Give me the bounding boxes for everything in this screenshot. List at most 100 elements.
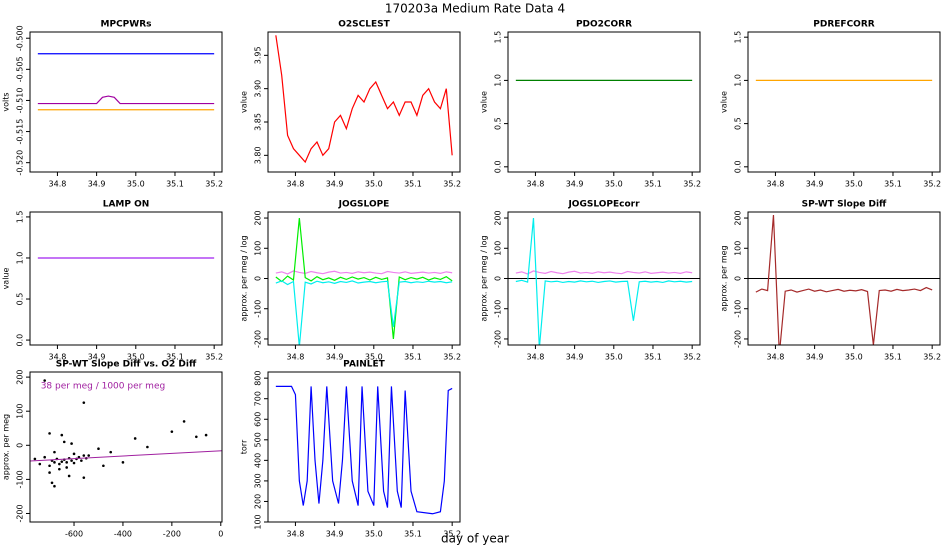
panel-title: SP-WT Slope Diff vs. O2 Diff: [56, 360, 197, 370]
y-tick-label: 0.0: [16, 334, 25, 347]
annotation: 38 per meg / 1000 per meg: [41, 382, 166, 392]
x-tick-label: 34.8: [527, 180, 545, 189]
series-line: [755, 214, 933, 345]
panel: O2SCLEST value 34.8 34.9 35.0 35.1 35.2 3.80 3.8…: [240, 20, 462, 189]
scatter-point: [48, 464, 51, 468]
y-tick-label: 100: [494, 241, 503, 256]
plot-frame: [29, 371, 223, 523]
panel-title: LAMP ON: [103, 200, 150, 210]
y-tick-label: 3.80: [254, 146, 263, 164]
y-tick-label: 3.85: [254, 113, 263, 131]
x-tick-label: 34.9: [326, 180, 344, 189]
x-tick-label: 34.8: [287, 180, 305, 189]
x-tick-label: -600: [65, 530, 83, 539]
scatter-point: [38, 462, 42, 466]
y-tick-label: 1.5: [734, 31, 743, 44]
scatter-point: [53, 450, 56, 454]
scatter-point: [80, 459, 83, 462]
panel: SP-WT Slope Diff vs. O2 Diff approx. per …: [2, 360, 224, 539]
panel: SP-WT Slope Diff approx. per meg 34.8 34.9 3…: [720, 200, 942, 362]
x-tick-label: 34.9: [566, 180, 584, 189]
y-tick-label: 100: [254, 514, 263, 529]
y-tick-label: -0.520: [16, 150, 25, 176]
x-tick-label: 34.9: [326, 530, 344, 539]
scatter-point: [82, 476, 86, 479]
x-tick-label: 35.1: [644, 353, 662, 362]
panel-title: PDO2CORR: [576, 20, 632, 30]
y-tick-label: 100: [254, 241, 263, 256]
panel: JOGSLOPEcorr approx. per meg / log 34.8 34.…: [480, 200, 702, 362]
series-line: [275, 217, 453, 340]
scatter-point: [43, 379, 46, 382]
y-tick-label: -200: [254, 330, 263, 348]
y-tick-label: -0.510: [16, 88, 25, 114]
y-tick-label: 3.95: [254, 46, 263, 64]
x-tick-label: -400: [114, 530, 132, 539]
series-line: [275, 385, 453, 515]
x-tick-label: 35.1: [884, 353, 902, 362]
scatter-point: [58, 467, 61, 471]
x-axis-label: day of year: [441, 532, 509, 546]
panel: PDREFCORR value 34.8 34.9 35.0 35.1 35.2 0.0 0.5…: [720, 20, 942, 189]
page-title: 170203a Medium Rate Data 4: [385, 2, 565, 16]
scatter-point: [33, 457, 37, 461]
y-tick-label: 1.0: [494, 74, 503, 87]
y-tick-label: -200: [16, 504, 25, 522]
plot-area: [37, 53, 215, 111]
y-tick-label: 0.0: [494, 160, 503, 173]
plot-area: [748, 214, 940, 345]
plot-area: [30, 379, 222, 488]
y-tick-label: 1.0: [16, 252, 25, 265]
y-axis-label: value: [240, 91, 249, 113]
x-tick-label: -200: [163, 530, 181, 539]
x-tick-label: 35.1: [884, 180, 902, 189]
scatter-point: [133, 437, 137, 440]
scatter-point: [43, 455, 46, 459]
scatter-point: [72, 452, 76, 456]
y-tick-label: -100: [254, 300, 263, 318]
scatter-point: [58, 462, 61, 466]
panel-title: PAINLET: [343, 360, 385, 370]
scatter-point: [70, 442, 73, 445]
scatter-point: [170, 430, 174, 433]
x-tick-label: 35.2: [205, 180, 223, 189]
x-tick-label: 35.2: [205, 353, 223, 362]
scatter-point: [102, 464, 105, 468]
y-tick-label: -200: [734, 330, 743, 348]
y-tick-label: -200: [494, 330, 503, 348]
scatter-point: [82, 454, 86, 457]
y-tick-label: 0: [254, 276, 263, 281]
y-axis-label: value: [720, 91, 729, 113]
x-tick-label: 34.9: [806, 353, 824, 362]
x-tick-label: 34.9: [806, 180, 824, 189]
y-tick-label: -0.500: [16, 25, 25, 51]
scatter-point: [146, 445, 149, 449]
scatter-point: [97, 447, 100, 451]
y-tick-label: 0: [16, 443, 25, 448]
scatter-point: [82, 401, 86, 404]
y-tick-label: 0: [734, 276, 743, 281]
y-tick-label: 300: [254, 473, 263, 488]
scatter-point: [121, 461, 125, 464]
x-tick-label: 34.8: [49, 180, 67, 189]
panel-title: JOGSLOPE: [338, 200, 390, 210]
y-tick-label: 1.0: [734, 74, 743, 87]
x-tick-label: 34.9: [88, 180, 106, 189]
series-line: [275, 35, 453, 164]
y-axis-label: value: [2, 268, 11, 290]
panel-title: PDREFCORR: [813, 20, 874, 30]
x-tick-label: 35.0: [605, 180, 623, 189]
panel-title: MPCPWRs: [101, 20, 152, 30]
y-tick-label: 800: [254, 371, 263, 386]
panel: MPCPWRs volts 34.8 34.9 35.0 35.1 35.2 -0.520 -0…: [2, 20, 224, 189]
plot-area: [275, 385, 453, 515]
scatter-point: [48, 471, 51, 474]
scatter-point: [195, 435, 198, 439]
plot-area: [275, 35, 453, 164]
scatter-point: [62, 440, 66, 444]
y-axis-label: value: [480, 91, 489, 113]
panel-title: O2SCLEST: [338, 20, 390, 30]
x-tick-label: 34.8: [767, 180, 785, 189]
x-tick-label: 0: [218, 530, 223, 539]
plot-frame: [267, 211, 461, 346]
